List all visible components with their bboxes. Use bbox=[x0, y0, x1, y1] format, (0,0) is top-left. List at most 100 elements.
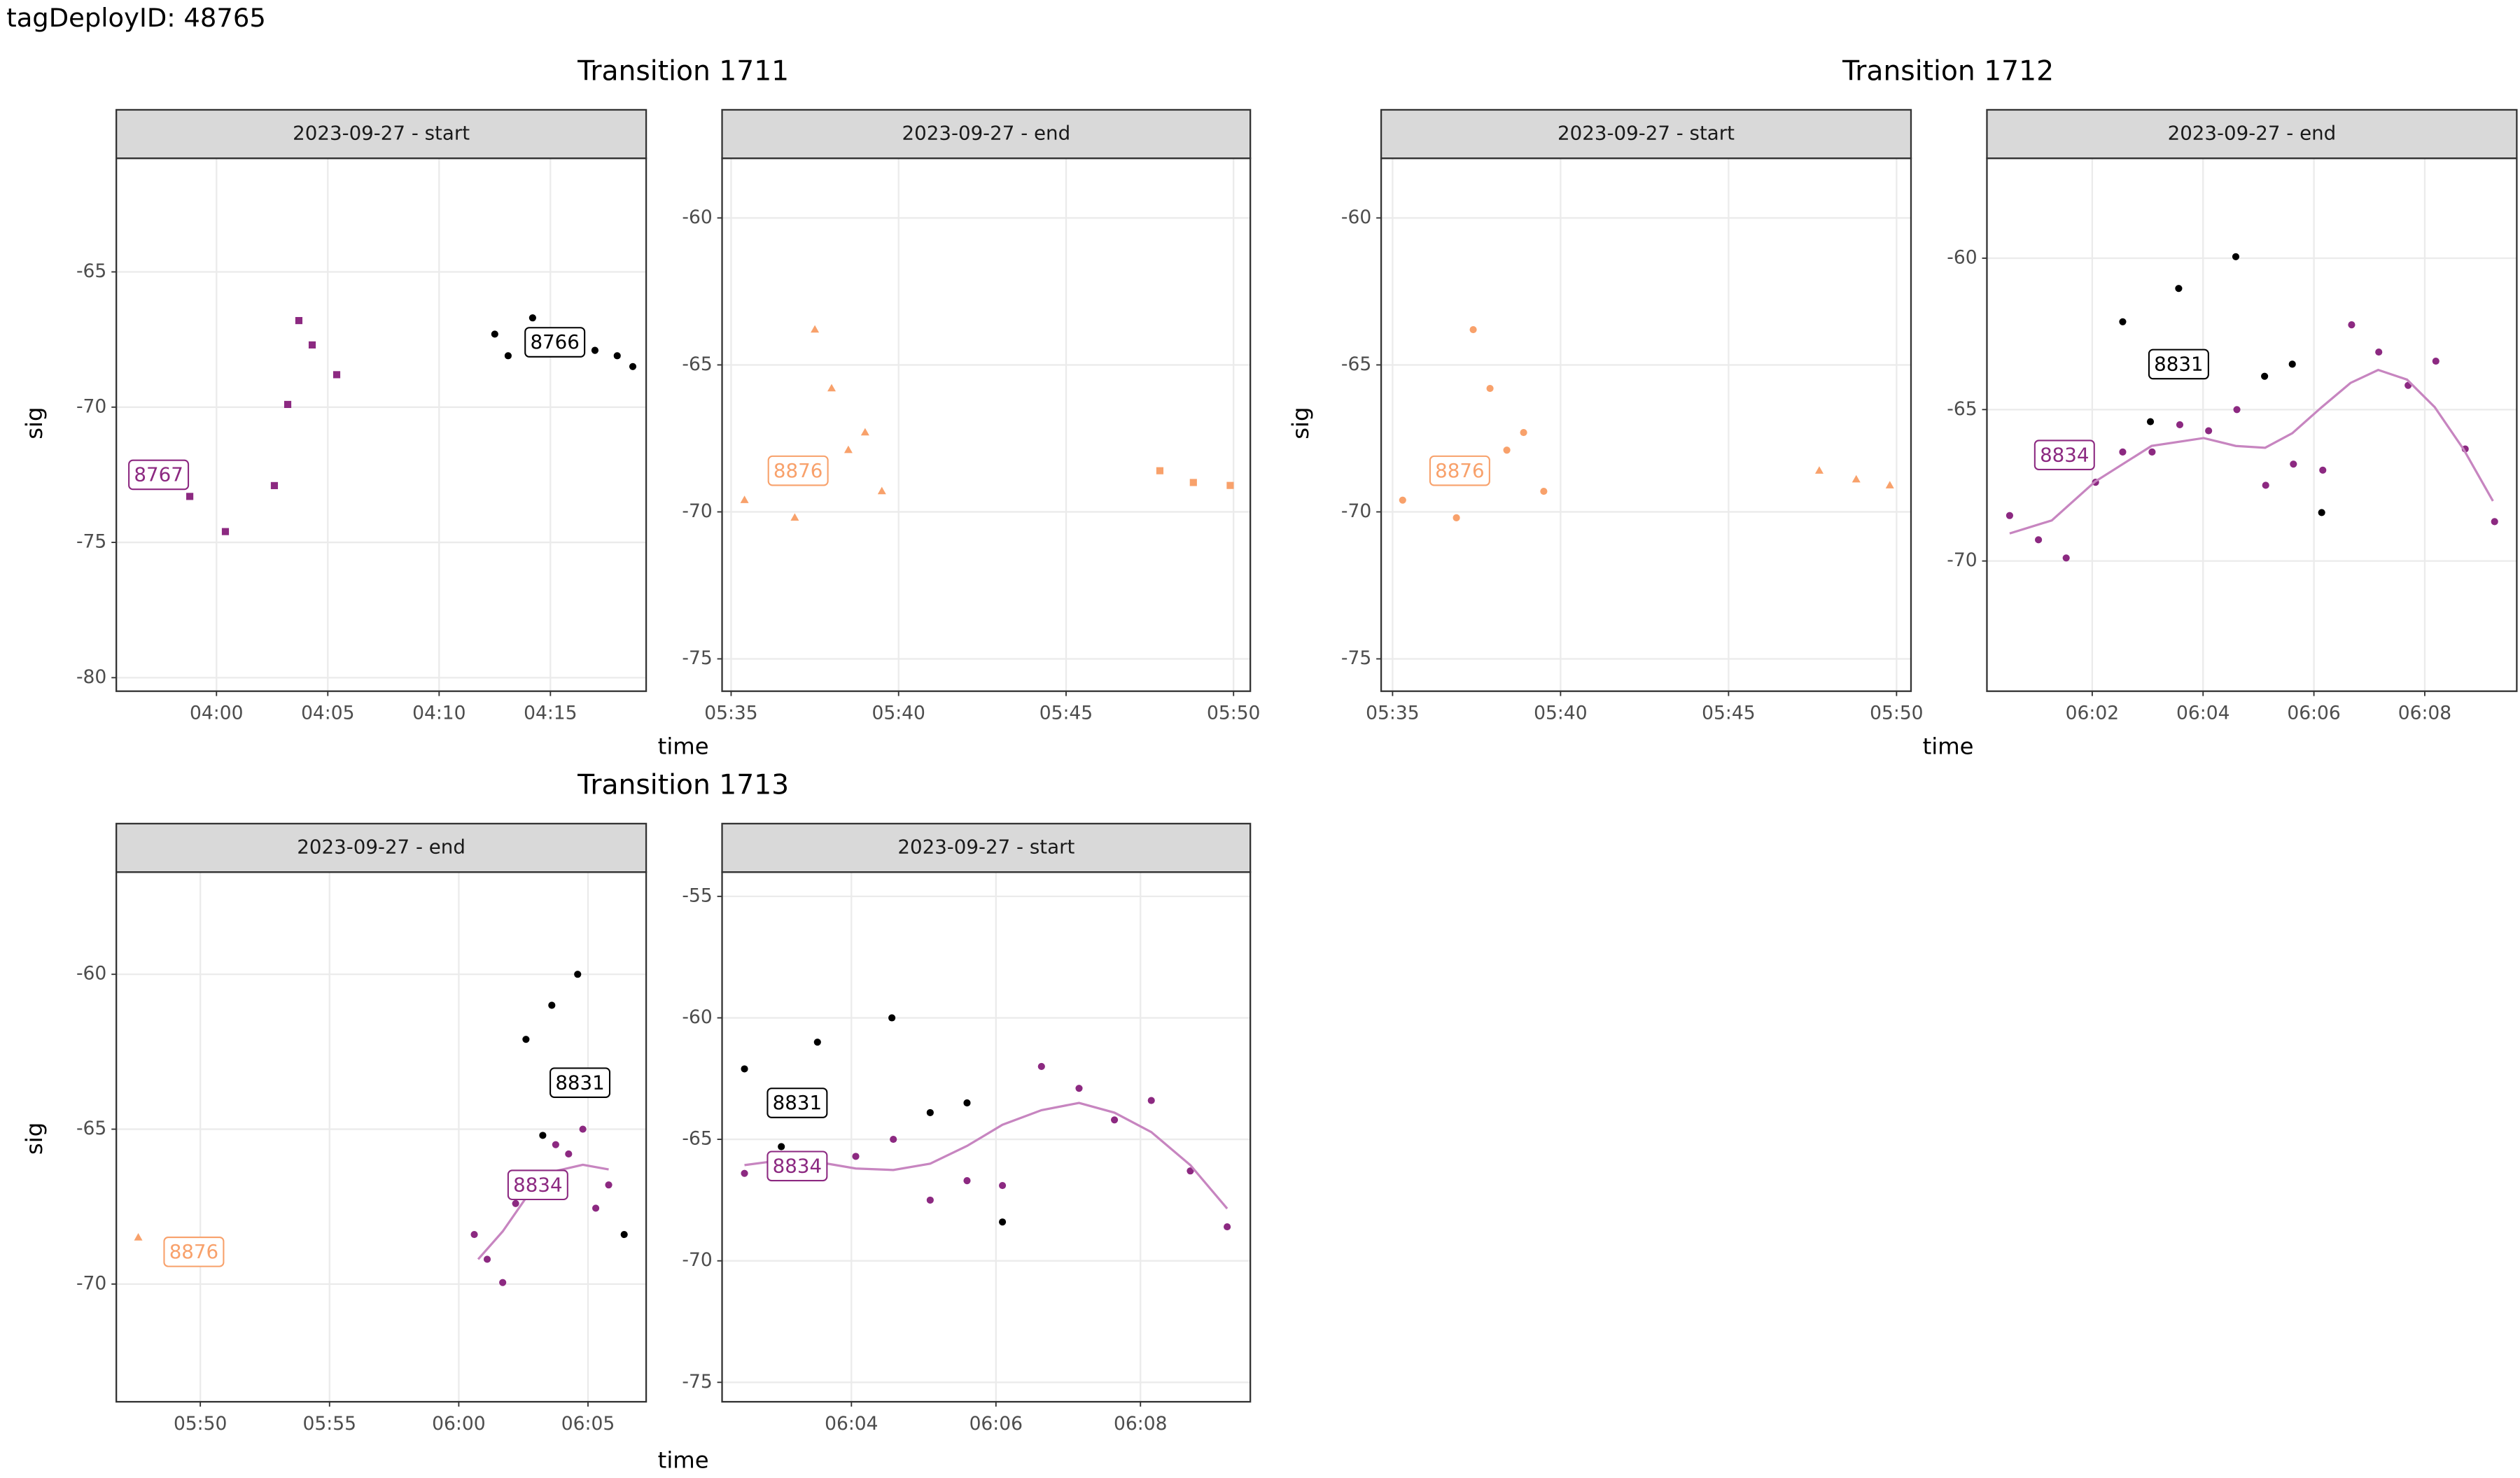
x-tick-label: 06:00 bbox=[432, 1413, 485, 1435]
transition-title: Transition 1711 bbox=[577, 55, 789, 87]
y-tick-label: -55 bbox=[682, 885, 712, 906]
point bbox=[963, 1177, 971, 1185]
point bbox=[2148, 448, 2156, 456]
x-tick-label: 05:45 bbox=[1702, 703, 1755, 724]
x-axis-title: time bbox=[658, 733, 709, 759]
point bbox=[2375, 349, 2383, 356]
point bbox=[926, 1196, 934, 1204]
x-tick-label: 05:35 bbox=[704, 703, 757, 724]
point bbox=[2062, 554, 2070, 562]
point-label: 8876 bbox=[1435, 459, 1484, 482]
x-tick-label: 05:40 bbox=[1534, 703, 1587, 724]
point-label: 8831 bbox=[555, 1071, 604, 1094]
x-tick-label: 06:06 bbox=[2287, 703, 2340, 724]
point-label: 8834 bbox=[513, 1173, 562, 1196]
label-box bbox=[163, 1237, 225, 1267]
point bbox=[2146, 418, 2155, 425]
point bbox=[620, 1230, 628, 1239]
point bbox=[528, 314, 536, 322]
x-axis-title: time bbox=[658, 1447, 709, 1473]
point bbox=[1189, 479, 1197, 486]
x-tick-label: 06:04 bbox=[2176, 703, 2230, 724]
x-tick-label: 06:02 bbox=[2066, 703, 2119, 724]
y-tick-label: -70 bbox=[682, 500, 712, 522]
point bbox=[2005, 512, 2014, 519]
point-label: 8831 bbox=[2154, 353, 2203, 376]
x-tick-label: 05:50 bbox=[1207, 703, 1260, 724]
y-tick-label: -65 bbox=[682, 353, 712, 375]
point bbox=[592, 1204, 600, 1212]
point bbox=[963, 1099, 971, 1107]
point bbox=[565, 1150, 573, 1158]
point bbox=[1520, 428, 1527, 437]
y-tick-label: -65 bbox=[76, 260, 106, 282]
point bbox=[890, 1136, 897, 1143]
strip bbox=[721, 822, 1252, 873]
label-box bbox=[766, 1150, 828, 1182]
point bbox=[605, 1181, 612, 1189]
y-tick-label: -75 bbox=[76, 531, 106, 553]
point bbox=[1111, 1116, 1119, 1124]
point bbox=[2175, 285, 2183, 293]
x-tick-label: 04:00 bbox=[190, 703, 243, 724]
point bbox=[2262, 481, 2269, 489]
y-tick-label: -70 bbox=[682, 1249, 712, 1271]
point bbox=[844, 445, 853, 453]
point bbox=[1469, 325, 1477, 334]
point bbox=[629, 363, 637, 370]
point bbox=[2233, 406, 2241, 414]
y-tick-label: -65 bbox=[682, 1128, 712, 1150]
point bbox=[2318, 509, 2325, 516]
point bbox=[2319, 466, 2327, 474]
x-tick-label: 05:50 bbox=[174, 1413, 227, 1435]
y-tick-label: -70 bbox=[1947, 549, 1977, 571]
strip bbox=[1986, 108, 2518, 160]
x-tick-label: 05:50 bbox=[1870, 703, 1923, 724]
point bbox=[2288, 360, 2296, 368]
y-tick-label: -60 bbox=[1947, 246, 1977, 268]
x-tick-label: 06:08 bbox=[2398, 703, 2451, 724]
point bbox=[591, 346, 599, 354]
y-axis-title: sig bbox=[21, 407, 48, 439]
figure-title: tagDeployID: 48765 bbox=[6, 3, 266, 33]
point bbox=[134, 1233, 143, 1241]
point bbox=[1226, 481, 1234, 489]
point bbox=[1503, 446, 1511, 454]
x-tick-label: 05:35 bbox=[1366, 703, 1419, 724]
strip bbox=[115, 822, 648, 873]
point bbox=[613, 352, 621, 360]
point bbox=[295, 317, 303, 325]
x-tick-label: 06:04 bbox=[825, 1413, 878, 1435]
point bbox=[1037, 1062, 1045, 1071]
strip-label: 2023-09-27 - end bbox=[2168, 122, 2337, 145]
y-tick-label: -60 bbox=[682, 206, 712, 228]
point bbox=[504, 352, 512, 360]
label-box bbox=[128, 459, 190, 491]
strip bbox=[721, 108, 1252, 160]
point bbox=[1851, 474, 1861, 483]
transition-title: Transition 1712 bbox=[1842, 55, 2054, 87]
y-tick-label: -65 bbox=[1341, 353, 1371, 375]
point bbox=[1814, 466, 1823, 474]
point bbox=[1156, 467, 1164, 474]
y-tick-label: -70 bbox=[76, 1272, 106, 1294]
panel-background bbox=[1987, 158, 2517, 691]
panel-background bbox=[116, 158, 647, 691]
point bbox=[2119, 448, 2127, 456]
panel-background bbox=[722, 158, 1251, 691]
x-tick-label: 04:10 bbox=[412, 703, 465, 724]
label-box bbox=[2033, 439, 2095, 470]
point bbox=[470, 1230, 478, 1239]
point-label: 8834 bbox=[2040, 443, 2089, 466]
x-tick-label: 06:06 bbox=[969, 1413, 1023, 1435]
strip-label: 2023-09-27 - start bbox=[897, 836, 1074, 859]
point bbox=[778, 1143, 785, 1150]
point bbox=[2035, 536, 2043, 544]
point bbox=[512, 1199, 519, 1207]
smooth-line bbox=[2009, 368, 2494, 535]
point bbox=[1147, 1097, 1155, 1104]
point bbox=[998, 1181, 1007, 1190]
point bbox=[2119, 318, 2127, 325]
point bbox=[741, 1169, 748, 1177]
